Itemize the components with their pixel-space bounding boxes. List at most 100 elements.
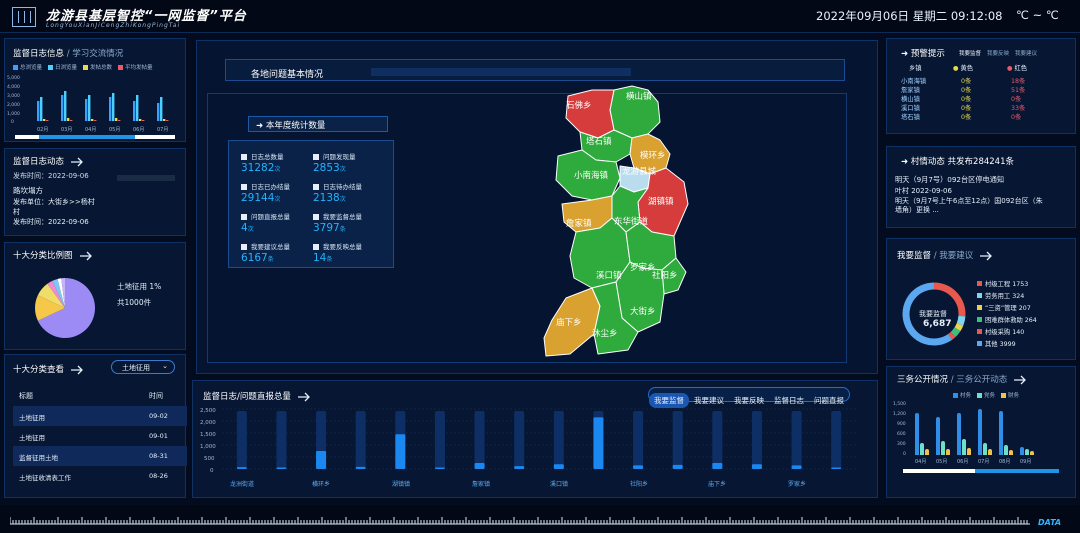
arrow-right-icon[interactable] xyxy=(79,251,93,261)
scroll-thumb[interactable] xyxy=(975,469,1059,473)
stat-value: 14条 xyxy=(313,252,333,264)
log-dyn-line[interactable]: 路坎塌方 xyxy=(13,186,43,195)
donut-segment[interactable] xyxy=(902,282,953,346)
donut-segment[interactable] xyxy=(933,282,966,317)
map-region-shifo[interactable] xyxy=(565,89,615,139)
bar-track xyxy=(474,411,485,469)
bar[interactable] xyxy=(791,465,802,469)
legend-item: 村级工程 1753 xyxy=(977,279,1037,291)
x-tick: 社阳乡 xyxy=(630,480,648,488)
tab-suggest[interactable]: 我要建议 xyxy=(694,396,724,405)
bar xyxy=(139,119,142,121)
map-region-xiaonanhai[interactable] xyxy=(555,149,621,201)
warn-yellow: 0条 xyxy=(961,114,972,121)
warn-red: 51条 xyxy=(1011,87,1026,94)
category-list-panel: 十大分类查看 土地征用 ⌄ 标题 时间 土地征用 09-02 土地征用 09-01 监… xyxy=(4,354,187,498)
arrow-right-icon[interactable] xyxy=(70,157,84,167)
map-label: 龙游县城 xyxy=(622,166,657,177)
bottom-chart-title[interactable]: 监督日志/问题直报总量 xyxy=(203,390,311,402)
table-row[interactable]: 土地征用 09-01 xyxy=(19,432,168,442)
col-header-title: 标题 xyxy=(19,392,33,400)
x-tick: 04月 xyxy=(915,459,926,465)
footer-bar: DATA xyxy=(0,505,1080,533)
arrow-right-icon[interactable] xyxy=(70,365,84,375)
bar[interactable] xyxy=(316,451,327,469)
pie-label: 土地征用 1% xyxy=(117,282,162,291)
bar-cap xyxy=(957,413,961,417)
tab-warn-suggest[interactable]: 我要建议 xyxy=(1015,51,1038,57)
tab-reflect[interactable]: 我要反映 xyxy=(734,396,764,405)
village-item[interactable]: 明天（9月7号）092台区停电通知 xyxy=(895,175,1005,184)
pie-slice[interactable] xyxy=(35,295,65,321)
tab-log[interactable]: 监督日志 xyxy=(774,396,804,405)
sanwu-title[interactable]: 三务公开情况 / 三务公开动态 xyxy=(897,373,1027,385)
log-info-title[interactable]: 监督日志信息 / 学习交流情况 xyxy=(13,49,124,59)
bar[interactable] xyxy=(751,464,762,469)
warn-town: 塔石镇 xyxy=(901,114,920,121)
arrow-right-icon[interactable] xyxy=(297,392,311,402)
bar[interactable] xyxy=(514,466,525,469)
category-list-title[interactable]: 十大分类查看 xyxy=(13,363,84,375)
bar-cap xyxy=(936,417,940,421)
warn-yellow: 0条 xyxy=(961,96,972,103)
bar[interactable] xyxy=(672,464,683,469)
map-label: 沐尘乡 xyxy=(592,328,618,339)
scroll-thumb[interactable] xyxy=(39,135,135,139)
bar xyxy=(46,120,49,121)
table-row[interactable]: 土地征收清表工作 08-26 xyxy=(19,472,168,482)
bar[interactable] xyxy=(355,466,366,469)
bar[interactable] xyxy=(633,465,644,469)
bar xyxy=(920,445,924,455)
map-region-muchen[interactable] xyxy=(591,281,639,355)
tab-warn-reflect[interactable]: 我要反映 xyxy=(987,51,1010,57)
tab-supervise[interactable]: 我要监督 xyxy=(649,393,689,408)
donut-segment[interactable] xyxy=(956,315,966,326)
bar-track xyxy=(514,411,525,469)
pie-slice[interactable] xyxy=(61,278,65,308)
bar xyxy=(142,120,145,121)
map-label: 东华街道 xyxy=(614,216,649,227)
bar xyxy=(163,119,166,121)
bar-track xyxy=(831,411,842,469)
pie-slice[interactable] xyxy=(52,278,65,308)
bar[interactable] xyxy=(474,463,485,469)
bar[interactable] xyxy=(831,467,842,469)
village-item[interactable]: 明天（9月7号上午6点至12点）国092台区（朱墙角）更换 ... xyxy=(895,197,1043,214)
bar[interactable] xyxy=(276,467,287,469)
bar-cap xyxy=(967,448,971,452)
tab-warn-supervise[interactable]: 我要监督 xyxy=(959,51,982,57)
pie-slice[interactable] xyxy=(57,278,65,308)
log-dynamic-title[interactable]: 监督日志动态 xyxy=(13,155,84,167)
bottom-bar-chart: 2,500 2,000 1,500 1,000 500 0 龙洲街道 横环乡 湖… xyxy=(200,408,856,488)
tab-report[interactable]: 问题直报 xyxy=(814,396,844,405)
bar-cap xyxy=(1009,450,1013,454)
legend-item: 村级采购 140 xyxy=(977,327,1037,339)
y-tick: 1,500 xyxy=(893,401,906,407)
table-row[interactable]: 土地征用 09-02 xyxy=(13,406,187,426)
bar[interactable] xyxy=(434,467,445,469)
y-tick: 4,000 xyxy=(7,84,20,90)
donut-segment[interactable] xyxy=(948,331,956,340)
table-row[interactable]: 监督征用土地 08-31 xyxy=(13,446,187,466)
arrow-right-icon[interactable] xyxy=(979,251,993,261)
bar xyxy=(115,118,118,121)
bar[interactable] xyxy=(553,464,564,469)
bar[interactable] xyxy=(395,434,406,469)
stat-value: 31282次 xyxy=(241,162,281,174)
donut-center-value: 6,687 xyxy=(923,319,952,329)
supervise-title[interactable]: 我要监督 / 我要建议 xyxy=(897,249,993,261)
bar[interactable] xyxy=(712,463,723,469)
bar[interactable] xyxy=(236,467,247,469)
pie-slice[interactable] xyxy=(37,283,65,308)
category-select[interactable]: 土地征用 ⌄ xyxy=(111,360,175,374)
y-tick: 1,000 xyxy=(7,111,20,117)
bar[interactable] xyxy=(593,417,604,469)
donut-segment[interactable] xyxy=(950,327,961,338)
legend-item: “三资”管理 207 xyxy=(977,303,1037,315)
pie-slice[interactable] xyxy=(37,278,95,338)
legend-item: 总浏览量 xyxy=(13,63,42,71)
category-ratio-title[interactable]: 十大分类比例图 xyxy=(13,249,93,261)
donut-segment[interactable] xyxy=(954,323,964,332)
pie-slice[interactable] xyxy=(47,280,65,308)
arrow-right-icon[interactable] xyxy=(1013,375,1027,385)
